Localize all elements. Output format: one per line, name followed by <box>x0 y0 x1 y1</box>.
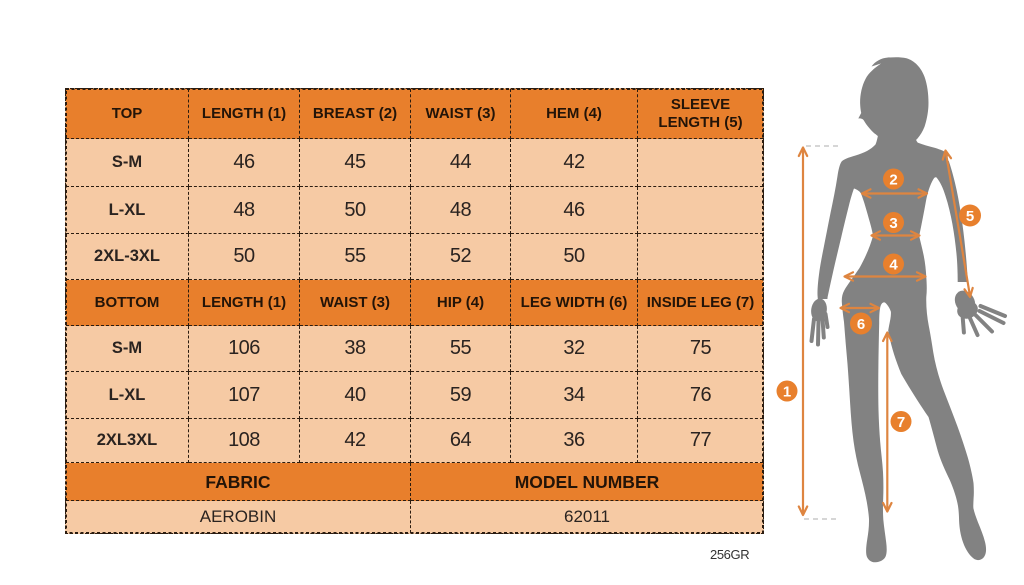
svg-text:2: 2 <box>889 172 897 189</box>
svg-text:3: 3 <box>889 215 897 232</box>
svg-text:7: 7 <box>897 414 905 431</box>
svg-text:4: 4 <box>889 257 898 274</box>
svg-text:1: 1 <box>783 384 791 401</box>
svg-text:6: 6 <box>857 316 865 333</box>
svg-text:5: 5 <box>966 208 974 225</box>
